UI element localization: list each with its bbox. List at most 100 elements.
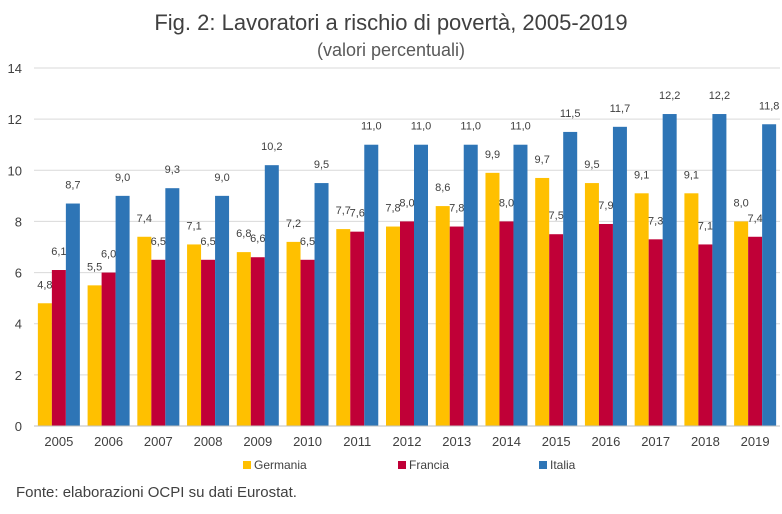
data-label-italia: 9,5: [314, 159, 329, 171]
bar-francia: [250, 257, 265, 426]
legend-label-germania: Germania: [254, 458, 307, 472]
data-label-italia: 12,2: [659, 90, 680, 102]
data-label-francia: 7,8: [449, 203, 464, 215]
bar-francia: [698, 244, 713, 426]
bar-italia: [662, 114, 677, 427]
data-label-germania: 5,5: [87, 261, 102, 273]
bar-francia: [151, 259, 166, 426]
x-tick-label: 2011: [343, 434, 371, 449]
legend-swatch-germania: [243, 461, 251, 469]
data-label-italia: 11,0: [361, 121, 382, 133]
data-label-germania: 6,8: [236, 228, 251, 240]
data-label-francia: 7,4: [747, 213, 762, 225]
bar-germania: [734, 221, 749, 426]
data-label-italia: 11,7: [610, 103, 631, 115]
data-label-germania: 9,1: [684, 169, 699, 181]
data-label-francia: 7,1: [698, 220, 713, 232]
data-label-italia: 11,5: [560, 108, 581, 120]
data-label-francia: 6,5: [300, 236, 315, 248]
bar-germania: [286, 241, 301, 426]
data-label-italia: 10,2: [261, 141, 282, 153]
bar-italia: [115, 195, 130, 426]
data-label-italia: 11,8: [759, 100, 780, 112]
x-tick-label: 2009: [243, 434, 272, 449]
y-tick-label: 10: [8, 163, 22, 178]
data-label-italia: 9,0: [115, 172, 130, 184]
chart-title: Fig. 2: Lavoratori a rischio di povertà,…: [154, 10, 628, 35]
data-label-germania: 7,2: [286, 218, 301, 230]
legend: Germania Francia Italia: [0, 458, 782, 476]
y-tick-label: 8: [15, 214, 22, 229]
x-tick-label: 2010: [293, 434, 322, 449]
data-label-italia: 11,0: [460, 121, 481, 133]
x-tick-label: 2005: [44, 434, 73, 449]
x-tick-label: 2013: [442, 434, 471, 449]
bar-italia: [762, 124, 777, 426]
data-label-francia: 7,3: [648, 215, 663, 227]
bar-italia: [264, 165, 279, 426]
data-label-germania: 9,9: [485, 149, 500, 161]
y-tick-label: 0: [15, 419, 22, 434]
bar-germania: [634, 193, 649, 426]
bar-italia: [612, 126, 627, 427]
bar-germania: [584, 183, 599, 426]
data-label-italia: 9,3: [165, 164, 180, 176]
chart-subtitle: (valori percentuali): [316, 40, 466, 60]
legend-label-francia: Francia: [409, 458, 450, 472]
legend-swatch-francia: [398, 461, 406, 469]
data-label-francia: 8,0: [499, 197, 514, 209]
bar-italia: [513, 144, 528, 426]
data-label-francia: 7,9: [598, 200, 613, 212]
x-tick-label: 2016: [591, 434, 620, 449]
legend-item-italia: Italia: [539, 458, 575, 472]
data-label-germania: 9,5: [584, 159, 599, 171]
legend-label-italia: Italia: [550, 458, 576, 472]
bar-francia: [350, 231, 365, 426]
legend-item-francia: Francia: [398, 458, 449, 472]
data-label-italia: 12,2: [709, 90, 730, 102]
data-label-germania: 4,8: [37, 279, 52, 291]
data-label-francia: 8,0: [399, 197, 414, 209]
bar-francia: [449, 226, 464, 426]
x-tick-label: 2015: [542, 434, 571, 449]
bar-francia: [499, 221, 514, 426]
bar-italia: [463, 144, 478, 426]
y-tick-label: 2: [15, 368, 22, 383]
bar-germania: [137, 236, 152, 426]
x-tick-label: 2017: [641, 434, 670, 449]
bar-germania: [236, 252, 251, 426]
bar-italia: [712, 114, 727, 427]
bar-germania: [485, 172, 500, 426]
y-tick-label: 6: [15, 266, 22, 281]
bar-francia: [549, 234, 564, 426]
bar-italia: [414, 144, 428, 426]
x-tick-label: 2007: [144, 434, 173, 449]
data-label-italia: 11,0: [510, 121, 531, 133]
data-label-germania: 7,8: [385, 203, 400, 215]
x-tick-label: 2006: [94, 434, 123, 449]
data-label-italia: 11,0: [411, 121, 432, 133]
data-label-germania: 8,0: [733, 197, 748, 209]
x-tick-label: 2019: [741, 434, 770, 449]
x-tick-label: 2008: [194, 434, 223, 449]
bar-italia: [314, 183, 329, 426]
data-label-francia: 6,1: [51, 246, 66, 258]
bar-germania: [37, 303, 52, 426]
bar-francia: [51, 270, 66, 426]
data-label-germania: 7,7: [336, 205, 351, 217]
legend-item-germania: Germania: [243, 458, 307, 472]
data-label-italia: 8,7: [65, 180, 80, 192]
legend-swatch-italia: [539, 461, 547, 469]
bar-francia: [598, 223, 613, 426]
bar-francia: [101, 272, 116, 426]
bar-francia: [300, 259, 315, 426]
bar-francia: [748, 236, 763, 426]
x-tick-label: 2018: [691, 434, 720, 449]
data-label-germania: 9,1: [634, 169, 649, 181]
y-tick-label: 14: [8, 61, 22, 76]
data-label-germania: 8,6: [435, 182, 450, 194]
bar-francia: [400, 221, 414, 426]
data-label-francia: 7,6: [350, 208, 365, 220]
data-label-francia: 6,0: [101, 249, 116, 261]
